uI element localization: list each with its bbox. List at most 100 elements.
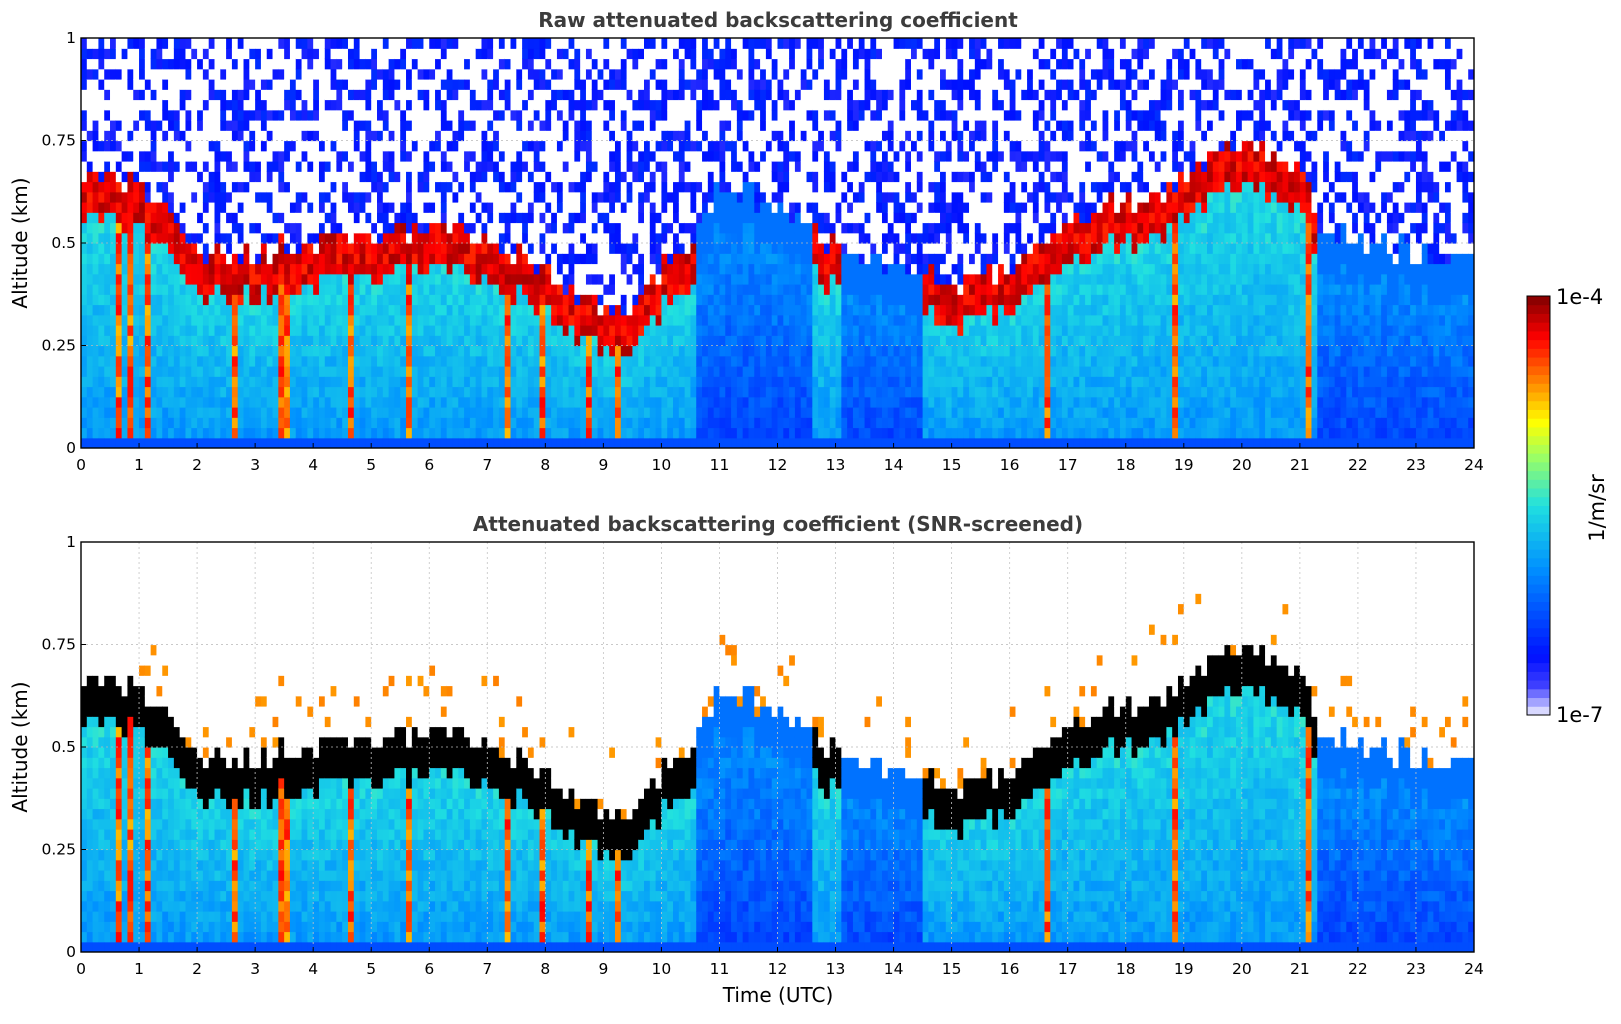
heatmap-cell [388, 345, 396, 357]
heatmap-cell [284, 38, 291, 49]
heatmap-cell [539, 191, 546, 203]
heatmap-cell [765, 130, 773, 142]
heatmap-cell [684, 161, 692, 172]
heatmap-cell [156, 38, 163, 49]
heatmap-cell [168, 99, 175, 111]
heatmap-cell [98, 130, 105, 142]
heatmap-cell [185, 38, 192, 49]
heatmap-cell [440, 386, 448, 398]
heatmap-cell [777, 130, 784, 142]
heatmap-cell [168, 68, 175, 80]
heatmap-cell [458, 345, 465, 357]
heatmap-cell [464, 130, 471, 142]
heatmap-cell [487, 376, 494, 388]
heatmap-cell [133, 79, 140, 90]
heatmap-cell [156, 181, 163, 193]
heatmap-cell [400, 243, 407, 254]
heatmap-cell [585, 150, 593, 162]
heatmap-cell [388, 171, 396, 183]
heatmap-cell [127, 417, 134, 429]
heatmap-cell [388, 263, 396, 275]
heatmap-cell [510, 314, 517, 326]
heatmap-cell [104, 304, 111, 316]
heatmap-cell [423, 284, 430, 295]
heatmap-cell [440, 212, 448, 224]
heatmap-cell [278, 376, 285, 388]
heatmap-cell [464, 99, 471, 111]
heatmap-cell [510, 99, 517, 111]
heatmap-cell [150, 284, 158, 295]
heatmap-cell [243, 314, 250, 326]
heatmap-cell [220, 376, 227, 388]
heatmap-cell [551, 48, 558, 60]
heatmap-cell [98, 253, 105, 265]
heatmap-cell [655, 386, 663, 398]
heatmap-cell [266, 273, 274, 285]
heatmap-cell [562, 99, 570, 111]
heatmap-cell [568, 376, 575, 388]
heatmap-cell [789, 222, 796, 234]
heatmap-cell [469, 58, 477, 70]
heatmap-cell [324, 386, 332, 398]
heatmap-cell [510, 366, 517, 377]
heatmap-cell [313, 48, 320, 60]
heatmap-cell [725, 212, 732, 224]
heatmap-cell [411, 140, 419, 152]
heatmap-cell [771, 202, 779, 213]
heatmap-cell [731, 48, 738, 60]
heatmap-cell [330, 273, 337, 285]
heatmap-cell [278, 171, 285, 183]
heatmap-cell [255, 427, 262, 439]
heatmap-cell [208, 120, 216, 131]
heatmap-cell [440, 171, 448, 183]
heatmap-cell [307, 181, 314, 193]
heatmap-cell [638, 120, 645, 131]
heatmap-cell [609, 325, 616, 336]
heatmap-cell [150, 161, 158, 172]
heatmap-cell [266, 366, 274, 377]
heatmap-cell [690, 202, 697, 213]
heatmap-cell [365, 437, 372, 448]
heatmap-cell [255, 120, 262, 131]
heatmap-cell [469, 376, 477, 388]
heatmap-cell [475, 345, 483, 357]
heatmap-cell [580, 212, 587, 224]
heatmap-cell [110, 89, 117, 101]
heatmap-cell [736, 232, 744, 244]
heatmap-cell [417, 263, 425, 275]
heatmap-cell [545, 253, 552, 265]
heatmap-cell [661, 325, 668, 336]
heatmap-cell [272, 263, 279, 275]
heatmap-cell [556, 109, 564, 121]
heatmap-cell [707, 284, 715, 295]
heatmap-cell [632, 79, 639, 90]
heatmap-cell [522, 191, 529, 203]
heatmap-cell [568, 396, 575, 408]
heatmap-cell [249, 243, 256, 254]
heatmap-cell [725, 263, 732, 275]
heatmap-cell [591, 191, 599, 203]
heatmap-cell [533, 407, 541, 418]
heatmap-cell [191, 396, 198, 408]
heatmap-cell [568, 38, 575, 49]
heatmap-cell [388, 222, 396, 234]
heatmap-cell [272, 335, 279, 347]
heatmap-cell [614, 294, 622, 306]
heatmap-cell [771, 263, 779, 275]
heatmap-cell [789, 58, 796, 70]
heatmap-cell [620, 355, 628, 367]
heatmap-cell [644, 407, 651, 418]
heatmap-cell [678, 79, 686, 90]
heatmap-cell [81, 120, 88, 131]
heatmap-cell [655, 325, 663, 336]
heatmap-cell [469, 396, 477, 408]
heatmap-cell [736, 89, 744, 101]
heatmap-cell [226, 355, 233, 367]
heatmap-cell [725, 38, 732, 49]
heatmap-cell [377, 48, 384, 60]
heatmap-cell [731, 140, 738, 152]
heatmap-cell [168, 345, 175, 357]
heatmap-cell [626, 386, 633, 398]
heatmap-cell [179, 109, 187, 121]
heatmap-cell [673, 325, 680, 336]
